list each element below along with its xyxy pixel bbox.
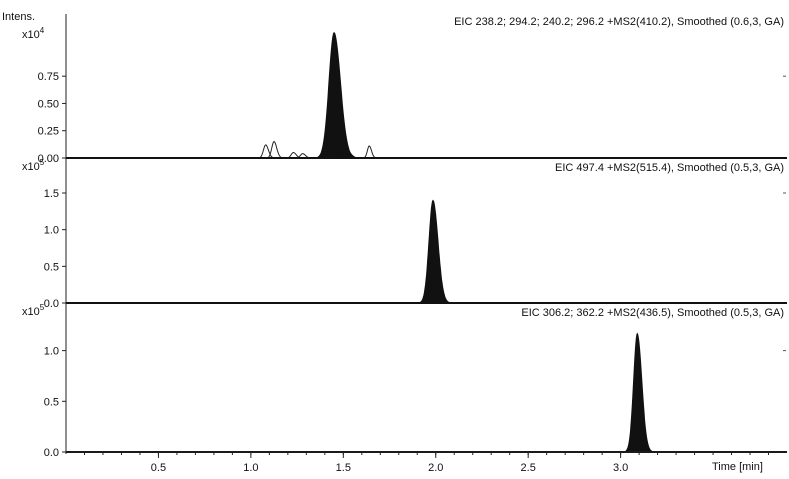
chart-panel-1: 0.00 0.25 0.50 0.75 x104 EIC 238.2; 294.2; 24… <box>22 14 787 165</box>
y-tick-label: 0.0 <box>44 298 59 310</box>
x-tick-label: 3.0 <box>613 462 628 474</box>
y-tick-label: 0.5 <box>44 261 59 273</box>
y-tick-label: 1.0 <box>44 225 59 237</box>
y-exponent-power: 5 <box>40 303 45 312</box>
x-tick-label: 1.0 <box>243 462 258 474</box>
x-tick-label: 2.0 <box>428 462 443 474</box>
trace-label: EIC 497.4 +MS2(515.4), Smoothed (0.5,3, … <box>555 162 784 174</box>
trace-label: EIC 306.2; 362.2 +MS2(436.5), Smoothed (… <box>521 307 784 319</box>
y-exponent-label: x104 <box>22 26 45 41</box>
y-exponent-base: x10 <box>22 306 40 318</box>
y-tick-label: 0.00 <box>38 153 59 165</box>
y-axis-label: Intens. <box>2 11 35 23</box>
open-peak <box>265 141 284 159</box>
x-tick-label: 2.5 <box>521 462 536 474</box>
y-exponent-label: x105 <box>22 158 45 173</box>
y-exponent-base: x10 <box>22 29 40 41</box>
y-exponent-power: 4 <box>40 26 45 35</box>
chart-panel-3: 0.0 0.5 1.0 x105 EIC 306.2; 362.2 +MS2(436.5… <box>22 303 787 459</box>
y-tick-label: 0.5 <box>44 396 59 408</box>
y-tick-label: 0.25 <box>38 126 59 138</box>
y-exponent-base: x10 <box>22 161 40 173</box>
y-exponent-power: 5 <box>40 158 45 167</box>
y-tick-label: 1.5 <box>44 188 59 200</box>
y-exponent-label: x105 <box>22 303 45 318</box>
open-peak <box>361 145 378 159</box>
y-tick-label: 1.0 <box>44 346 59 358</box>
filled-peak <box>313 31 356 159</box>
trace-label: EIC 238.2; 294.2; 240.2; 296.2 +MS2(410.… <box>454 16 784 28</box>
filled-peak <box>416 199 450 304</box>
y-tick-label: 0.75 <box>38 71 59 83</box>
x-tick-label: 1.5 <box>336 462 351 474</box>
x-tick-label: 0.5 <box>151 462 166 474</box>
y-tick-label: 0.0 <box>44 447 59 459</box>
x-axis: 0.5 1.0 1.5 2.0 2.5 3.0 <box>66 451 787 474</box>
filled-peak <box>622 332 653 453</box>
y-tick-label: 0.50 <box>38 98 59 110</box>
x-axis-title: Time [min] <box>712 461 763 473</box>
